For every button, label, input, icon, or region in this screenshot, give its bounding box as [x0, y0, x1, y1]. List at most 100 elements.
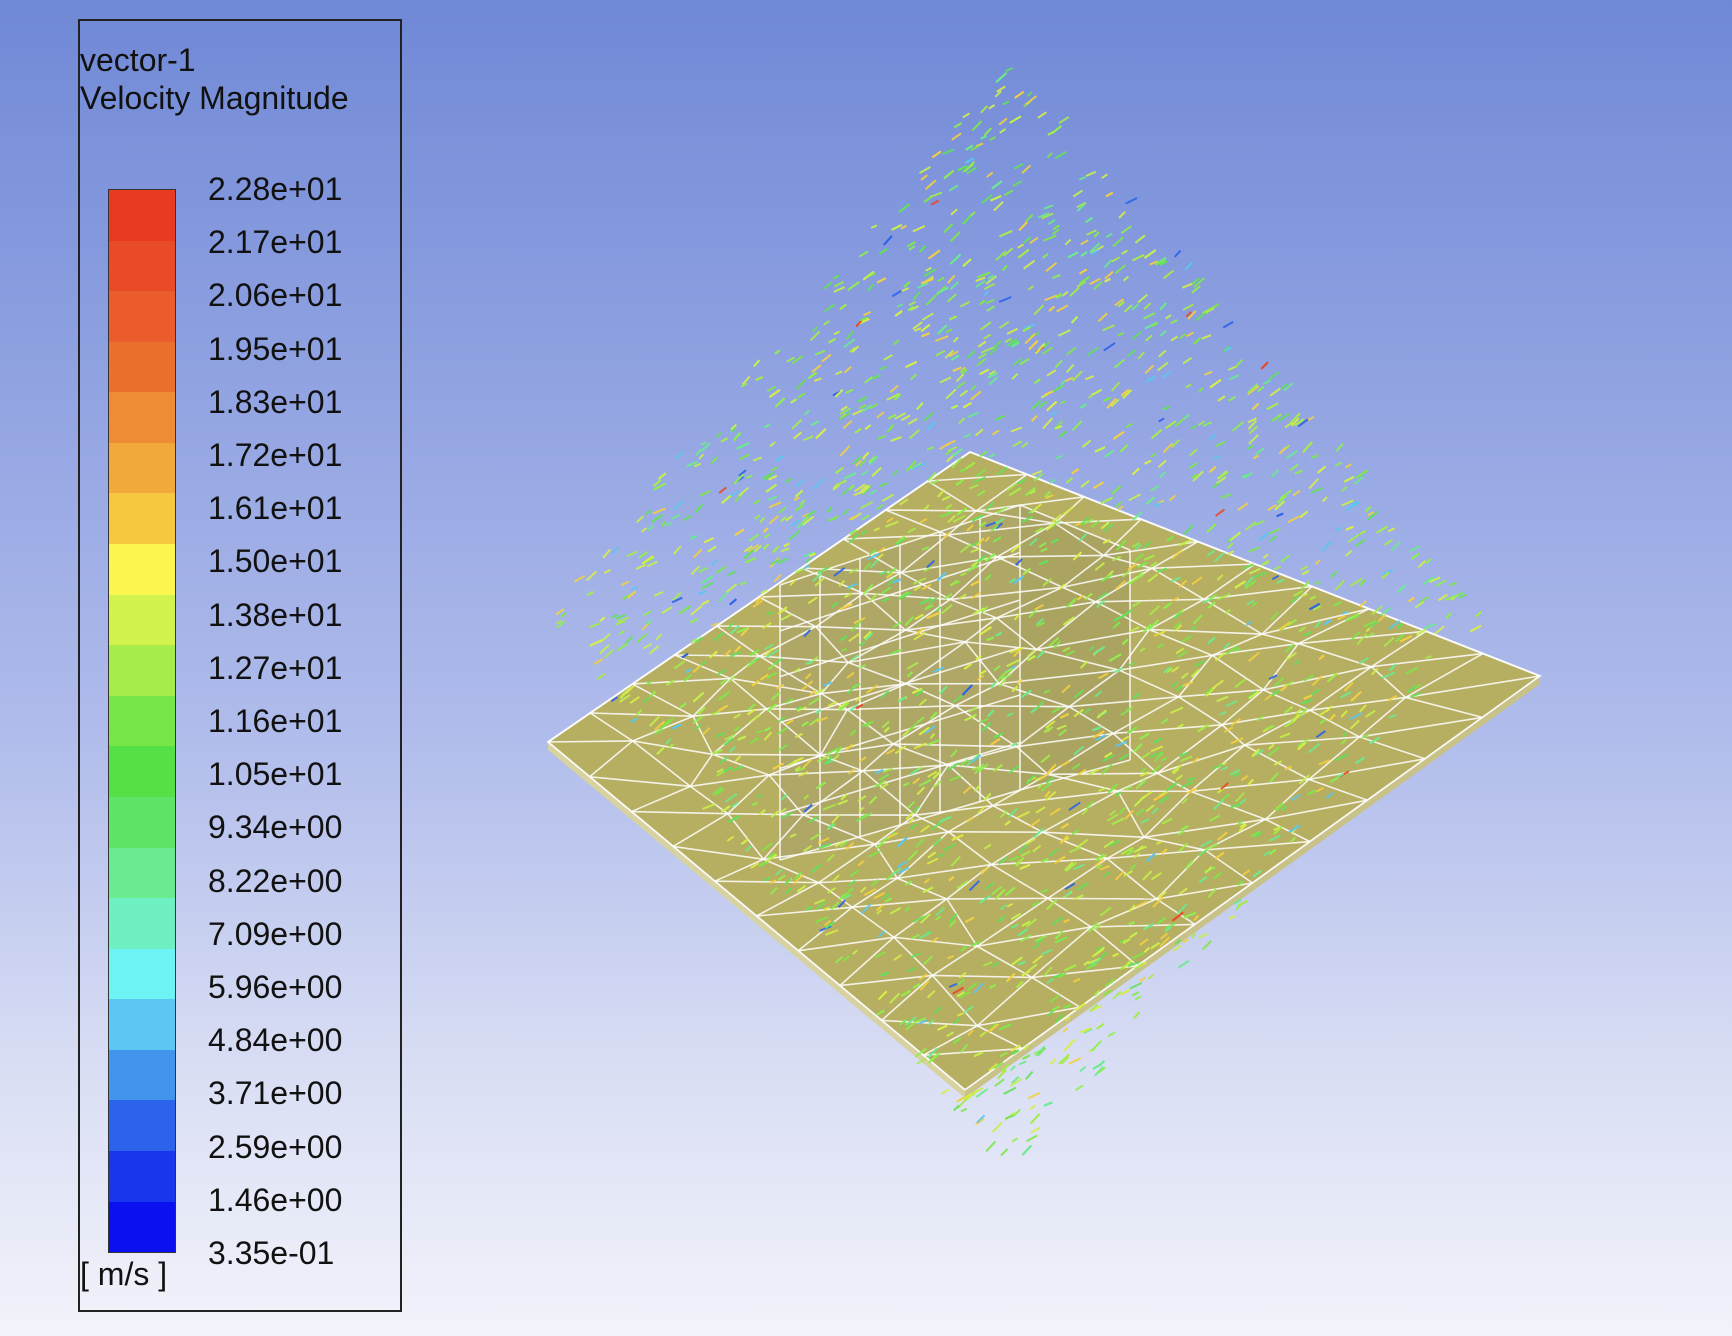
velocity-vector: [877, 553, 884, 560]
velocity-vector: [854, 459, 862, 467]
velocity-vector: [920, 174, 928, 181]
velocity-vector: [932, 770, 942, 780]
velocity-vector: [959, 543, 972, 554]
velocity-vector: [1114, 298, 1125, 307]
velocity-vector: [1080, 239, 1089, 246]
velocity-vector: [947, 954, 955, 960]
velocity-vector: [1129, 931, 1138, 939]
velocity-vector: [732, 765, 744, 772]
velocity-vector: [943, 169, 955, 180]
velocity-vector: [1064, 238, 1072, 246]
velocity-vector: [970, 541, 980, 547]
velocity-vector: [712, 786, 723, 796]
velocity-vector: [1058, 1053, 1070, 1065]
velocity-vector: [952, 366, 962, 373]
velocity-vector: [1139, 976, 1147, 983]
velocity-vector: [1209, 814, 1221, 822]
velocity-vector: [1343, 681, 1354, 692]
velocity-vector: [849, 529, 858, 535]
velocity-vector: [766, 671, 778, 680]
velocity-vector: [1159, 302, 1167, 311]
velocity-vector: [847, 879, 856, 887]
mesh-edge: [964, 617, 998, 643]
velocity-vector: [1120, 706, 1133, 717]
velocity-vector: [1079, 276, 1090, 285]
velocity-vector: [630, 717, 638, 723]
velocity-vector: [838, 580, 846, 587]
velocity-vector: [711, 559, 718, 566]
velocity-vector: [1051, 706, 1062, 714]
velocity-vector: [996, 466, 1008, 476]
velocity-vector: [1085, 170, 1097, 177]
velocity-vector: [870, 224, 878, 229]
velocity-vector: [1128, 921, 1135, 926]
velocity-vector: [1094, 924, 1101, 931]
velocity-vector: [789, 578, 797, 587]
velocity-vector: [972, 476, 986, 484]
velocity-vector: [733, 473, 745, 485]
velocity-vector: [1102, 539, 1111, 544]
velocity-vector: [951, 457, 963, 469]
velocity-vector: [1096, 709, 1107, 719]
velocity-vector: [1307, 416, 1315, 422]
velocity-vector: [738, 486, 749, 497]
velocity-vector: [983, 290, 990, 297]
velocity-vector: [878, 482, 888, 488]
velocity-vector: [1417, 560, 1426, 569]
velocity-vector: [700, 441, 707, 446]
velocity-vector: [1124, 809, 1135, 820]
mesh-edge: [885, 480, 929, 511]
velocity-vector: [898, 203, 911, 213]
velocity-vector: [635, 515, 644, 524]
velocity-vector: [1149, 260, 1159, 266]
velocity-vector: [1055, 454, 1064, 460]
velocity-vector: [908, 722, 918, 732]
velocity-vector: [956, 1096, 966, 1103]
velocity-vector: [770, 691, 781, 701]
velocity-vector: [744, 557, 757, 564]
velocity-vector: [851, 949, 858, 956]
velocity-vector: [808, 717, 821, 727]
velocity-vector: [1036, 621, 1045, 627]
velocity-vector: [1133, 743, 1143, 753]
velocity-vector: [1317, 465, 1327, 474]
velocity-vector: [1035, 806, 1046, 814]
mesh-edge: [1118, 669, 1179, 698]
mesh-edge: [589, 683, 633, 714]
velocity-vector: [1058, 583, 1066, 590]
velocity-vector: [1301, 698, 1313, 705]
velocity-vector: [1326, 672, 1339, 683]
colorbar-tick-label: 1.72e+01: [208, 437, 343, 473]
velocity-vector: [1134, 544, 1142, 551]
velocity-vector: [1154, 259, 1166, 266]
velocity-vector: [1280, 685, 1287, 692]
velocity-vector: [1315, 730, 1326, 739]
velocity-vector: [859, 663, 867, 669]
velocity-vector: [1083, 592, 1093, 601]
velocity-vector: [912, 915, 926, 923]
velocity-vector: [740, 838, 749, 845]
velocity-vector: [905, 811, 914, 821]
velocity-vector: [945, 388, 957, 400]
velocity-vector: [774, 349, 781, 355]
velocity-vector: [1297, 741, 1307, 751]
velocity-vector: [1285, 643, 1295, 653]
velocity-vector: [1148, 619, 1160, 631]
velocity-vector: [887, 576, 896, 586]
velocity-vector: [968, 483, 979, 490]
velocity-vector: [861, 514, 870, 521]
velocity-vector: [1289, 412, 1301, 425]
velocity-vector: [797, 392, 806, 399]
velocity-vector: [913, 585, 922, 592]
velocity-vector: [978, 763, 989, 773]
mesh-edge: [1118, 629, 1150, 671]
velocity-vector: [843, 366, 852, 374]
velocity-vector: [803, 551, 816, 558]
velocity-vector: [1222, 320, 1234, 329]
velocity-vector: [724, 733, 736, 741]
velocity-vector: [1133, 852, 1141, 859]
velocity-vector: [700, 442, 711, 453]
velocity-vector: [998, 296, 1012, 303]
